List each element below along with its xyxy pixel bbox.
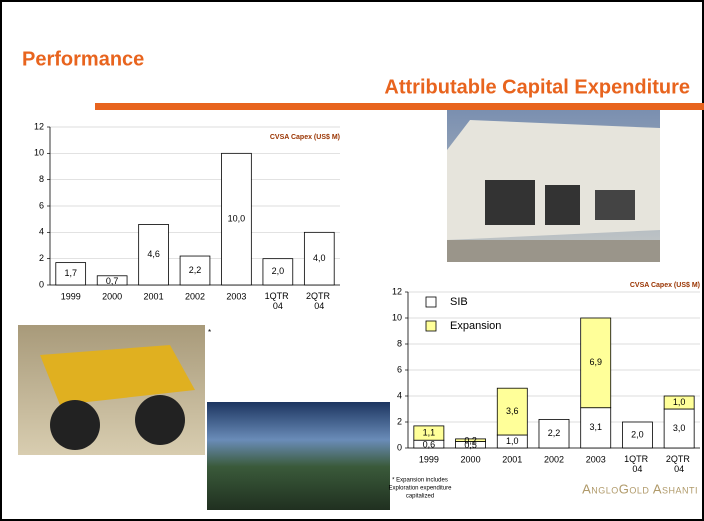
aerial-photo [207, 402, 390, 510]
data-label: 0,5 [464, 440, 477, 450]
data-label: 6,9 [589, 357, 602, 367]
bar [179, 255, 211, 286]
x-tick-label: 2003 [226, 291, 246, 301]
header-bar [95, 103, 704, 110]
legend-swatch [425, 296, 437, 308]
slide-subtitle: Attributable Capital Expenditure [384, 76, 690, 98]
footnote-line: Exploration expenditure [388, 486, 452, 492]
data-label: 1,1 [423, 427, 436, 437]
bar [96, 275, 128, 286]
data-label: 0,6 [423, 439, 436, 449]
bar [663, 395, 695, 410]
data-label: 4,0 [313, 253, 326, 263]
x-tick-label: 1999 [61, 291, 81, 301]
y-tick-label: 2 [397, 416, 402, 426]
bar [538, 418, 570, 449]
footnote-line: * Expansion includes [392, 478, 448, 484]
legend-label: Expansion [450, 320, 501, 332]
bar [455, 438, 486, 442]
bar [663, 408, 695, 449]
x-tick-label: 1999 [419, 454, 439, 464]
data-label: 10,0 [228, 214, 246, 224]
y-tick-label: 8 [397, 338, 402, 348]
x-tick-label: 2000 [461, 454, 481, 464]
x-tick-label: 2002 [185, 291, 205, 301]
y-tick-label: 2 [39, 253, 44, 263]
y-tick-label: 6 [39, 200, 44, 210]
data-label: 2,0 [631, 429, 644, 439]
asterisk: * [208, 328, 211, 337]
data-label: 4,6 [147, 249, 160, 259]
data-label: 2,2 [548, 428, 561, 438]
y-tick-label: 0 [397, 442, 402, 452]
y-tick-label: 4 [397, 390, 402, 400]
y-tick-label: 6 [397, 364, 402, 374]
y-tick-label: 12 [392, 286, 402, 296]
bar [622, 421, 653, 449]
y-tick-label: 10 [34, 148, 44, 158]
x-tick-label: 2003 [586, 454, 606, 464]
chart-title: CVSA Capex (US$ M) [630, 282, 700, 289]
bar [580, 317, 612, 409]
x-tick-label: 2002 [544, 454, 564, 464]
bar [55, 262, 87, 286]
bar [221, 152, 252, 286]
legend-label: SIB [450, 296, 468, 308]
bar [303, 231, 335, 286]
bar [580, 407, 612, 449]
chart-title: CVSA Capex (US$ M) [270, 134, 340, 141]
x-tick-label: 2QTR 04 [306, 291, 333, 311]
data-label: 3,1 [589, 422, 602, 432]
logo: AngloGold Ashanti [582, 481, 698, 496]
footnote-line: capitalized [406, 494, 434, 500]
x-tick-label: 1QTR 04 [624, 454, 651, 474]
y-tick-label: 0 [39, 279, 44, 289]
slide-title: Performance [22, 48, 144, 70]
data-label: 1,7 [64, 268, 77, 278]
bar [262, 258, 294, 286]
data-label: 3,0 [673, 423, 686, 433]
x-tick-label: 2QTR 04 [666, 454, 693, 474]
x-tick-label: 2001 [502, 454, 522, 464]
y-tick-label: 4 [39, 227, 44, 237]
x-tick-label: 2000 [102, 291, 122, 301]
data-label: 1,0 [673, 397, 686, 407]
building-photo [447, 110, 660, 262]
data-label: 1,0 [506, 436, 519, 446]
bar [138, 224, 169, 286]
data-label: 0,7 [106, 276, 119, 286]
footnote: * Expansion includes Exploration expendi… [388, 478, 452, 500]
y-tick-label: 12 [34, 121, 44, 131]
data-label: 2,0 [272, 266, 285, 276]
y-tick-label: 10 [392, 312, 402, 322]
y-tick-label: 8 [39, 174, 44, 184]
x-tick-label: 1QTR 04 [265, 291, 292, 311]
bar [413, 425, 445, 441]
legend-swatch [425, 320, 437, 332]
bar [496, 387, 528, 436]
truck-photo [18, 325, 205, 455]
x-tick-label: 2001 [144, 291, 164, 301]
data-label: 2,2 [189, 265, 202, 275]
data-label: 0,2 [464, 436, 477, 446]
data-label: 3,6 [506, 406, 519, 416]
